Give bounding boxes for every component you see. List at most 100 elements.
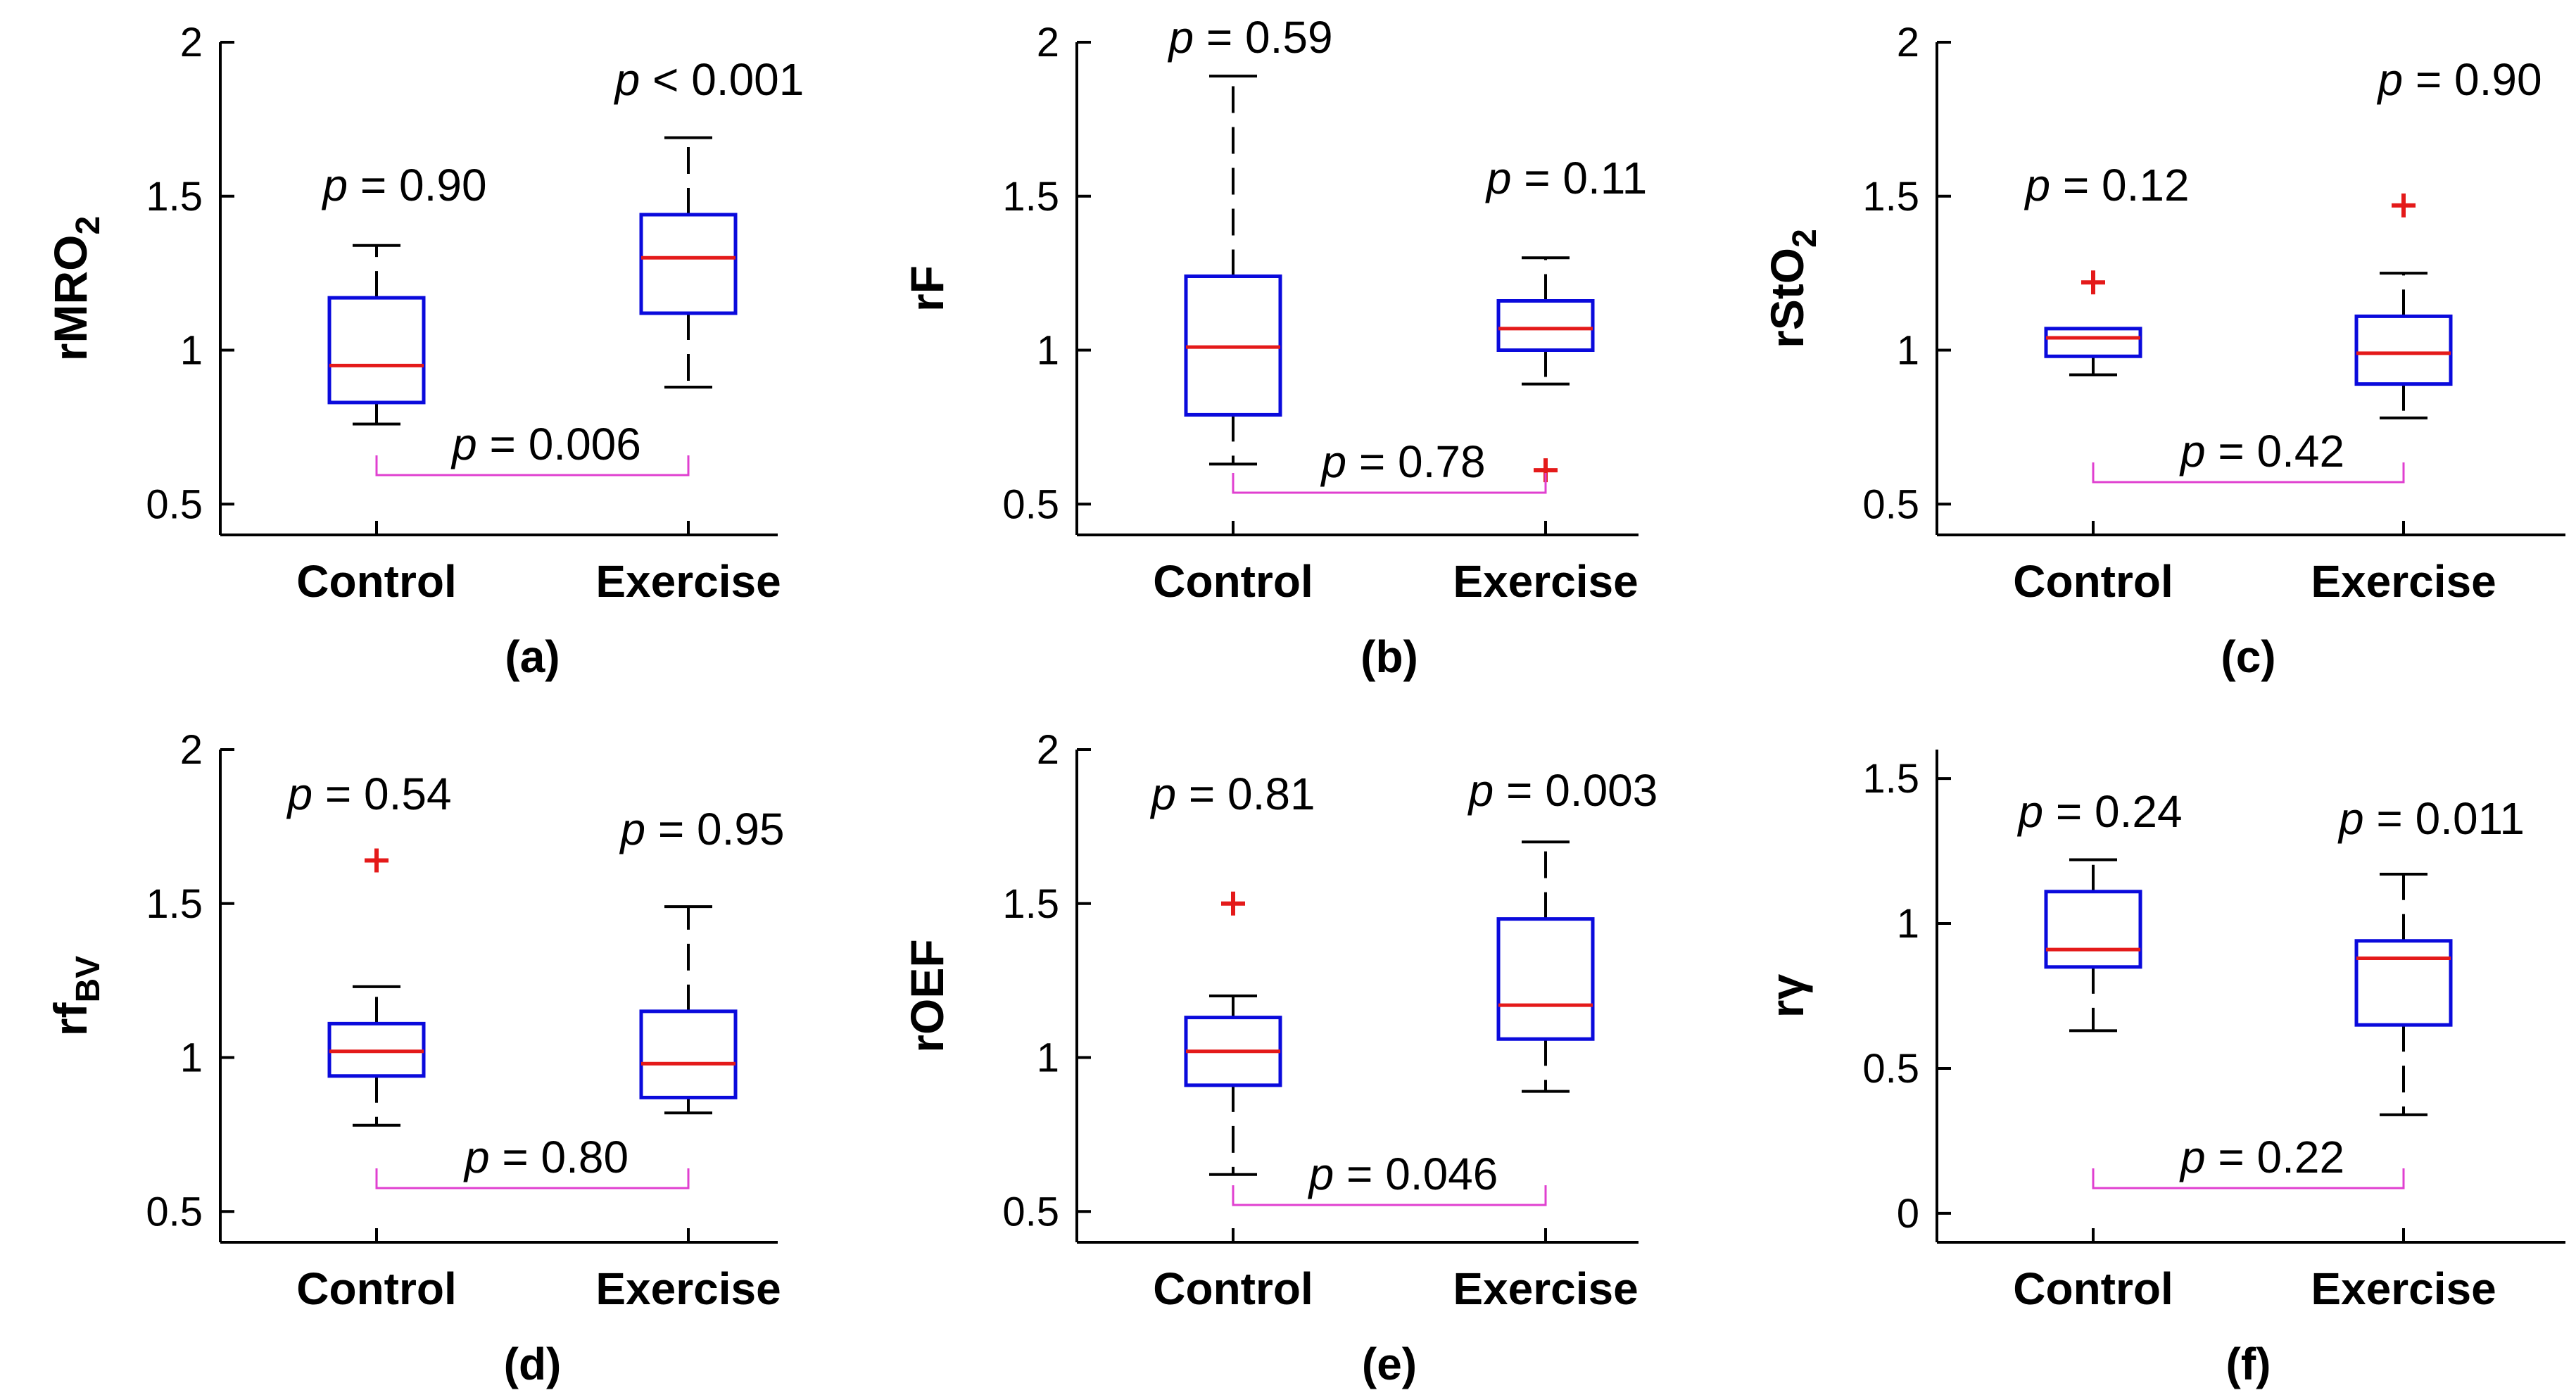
x-tick-label: Exercise [2311, 1263, 2496, 1314]
y-tick-label: 1 [1037, 1035, 1059, 1081]
iqr-box [1496, 917, 1595, 1041]
comparison-p-value: p = 0.046 [1308, 1149, 1498, 1199]
comparison-p-value: p = 0.42 [2179, 426, 2344, 476]
x-tick-label: Exercise [595, 556, 781, 607]
p-symbol: p [286, 769, 312, 819]
p-symbol: p [2179, 1132, 2206, 1182]
p-symbol: p [2337, 793, 2364, 844]
y-axis-label: rMRO2 [44, 216, 107, 361]
box-exercise: p < 0.001 [614, 54, 804, 389]
box-control: p = 0.12 [2023, 160, 2190, 377]
p-symbol: p [1149, 769, 1176, 819]
p-symbol: p [450, 419, 477, 469]
y-tick-label: 1 [1037, 328, 1059, 374]
box-exercise: p = 0.90 [2354, 54, 2542, 419]
group-p-value: p = 0.54 [286, 769, 451, 819]
p-value: = 0.59 [1194, 12, 1333, 63]
bracket-line [2092, 1168, 2405, 1189]
y-axis-label-subscript: BV [70, 956, 107, 1003]
iqr-box [2354, 314, 2453, 386]
y-tick-label: 1 [180, 1035, 203, 1081]
outlier-marker [2392, 193, 2416, 217]
y-axis-label-main: rf [44, 1002, 96, 1036]
y-tick-label: 2 [1037, 20, 1059, 65]
panel-label: (d) [504, 1339, 562, 1389]
y-tick-label: 2 [1037, 727, 1059, 773]
iqr-box [639, 1009, 738, 1099]
x-tick-label: Exercise [2311, 556, 2496, 607]
y-axis-label-subscript: 2 [1786, 229, 1824, 248]
p-symbol: p [1167, 12, 1194, 63]
p-value: = 0.81 [1176, 769, 1315, 819]
panel-label: (c) [2221, 631, 2275, 682]
iqr-box [1496, 299, 1595, 352]
p-symbol: p [2016, 786, 2043, 837]
y-axis-label: rStO2 [1761, 229, 1824, 348]
comparison-bracket: p = 0.80 [375, 1132, 690, 1189]
iqr-box [2044, 890, 2142, 969]
comparison-bracket: p = 0.006 [375, 419, 690, 476]
y-axis-label-main: rMRO [44, 235, 96, 362]
y-axis-label: rfBV [44, 956, 107, 1036]
x-tick-label: Control [2013, 1263, 2173, 1314]
p-symbol: p [614, 54, 640, 105]
p-value: = 0.006 [477, 419, 641, 469]
box-control: p = 0.54 [286, 769, 452, 1127]
box-exercise: p = 0.011 [2337, 793, 2525, 1116]
panel-label: (a) [505, 631, 560, 682]
y-tick-label: 1.5 [1002, 881, 1059, 927]
comparison-p-value: p = 0.006 [450, 419, 641, 469]
box-exercise: p = 0.11 [1485, 153, 1647, 483]
x-tick-label: Control [296, 1263, 457, 1314]
y-tick-label: 1.5 [1862, 756, 1919, 802]
p-value: = 0.95 [645, 804, 785, 854]
iqr-box [2354, 939, 2453, 1027]
p-symbol: p [321, 160, 348, 210]
p-symbol: p [463, 1132, 490, 1182]
comparison-p-value: p = 0.80 [463, 1132, 629, 1182]
y-tick-label: 2 [180, 20, 203, 65]
y-axis-label-main: rStO [1761, 248, 1813, 348]
panel-label: (f) [2226, 1339, 2271, 1389]
y-tick-label: 1 [180, 328, 203, 374]
p-symbol: p [2179, 426, 2206, 476]
group-p-value: p = 0.12 [2023, 160, 2189, 210]
outlier-marker [1221, 891, 1245, 916]
comparison-bracket: p = 0.78 [1232, 436, 1547, 494]
group-p-value: p = 0.81 [1149, 769, 1315, 819]
p-value: = 0.003 [1494, 765, 1658, 816]
y-axis-label-main: rOEF [901, 939, 953, 1052]
y-axis-label-main: rF [901, 265, 953, 312]
y-tick-label: 2 [1897, 20, 1919, 65]
p-symbol: p [2023, 160, 2050, 210]
y-axis-label: rF [901, 265, 953, 312]
x-tick-label: Control [2013, 556, 2173, 607]
p-value: = 0.046 [1334, 1149, 1498, 1199]
p-symbol: p [1467, 765, 1494, 816]
y-tick-label: 0.5 [1002, 481, 1059, 527]
y-tick-label: 0.5 [1002, 1189, 1059, 1235]
box-control: p = 0.59 [1167, 12, 1333, 466]
comparison-bracket: p = 0.046 [1232, 1149, 1547, 1206]
p-symbol: p [619, 804, 645, 854]
bracket-line [1232, 473, 1547, 494]
p-symbol: p [2376, 54, 2403, 105]
y-tick-label: 1.5 [1862, 174, 1919, 220]
y-tick-label: 0.5 [146, 481, 203, 527]
p-value: = 0.90 [2403, 54, 2542, 105]
p-value: = 0.42 [2206, 426, 2345, 476]
y-tick-label: 1.5 [146, 174, 203, 220]
p-symbol: p [1308, 1149, 1334, 1199]
x-tick-label: Exercise [1453, 1263, 1638, 1314]
box-control: p = 0.81 [1149, 769, 1315, 1176]
comparison-p-value: p = 0.22 [2179, 1132, 2344, 1182]
y-tick-label: 0 [1897, 1191, 1919, 1237]
y-tick-label: 1.5 [146, 881, 203, 927]
p-value: = 0.78 [1346, 436, 1486, 487]
x-tick-label: Control [1153, 556, 1313, 607]
iqr-box [639, 213, 738, 315]
